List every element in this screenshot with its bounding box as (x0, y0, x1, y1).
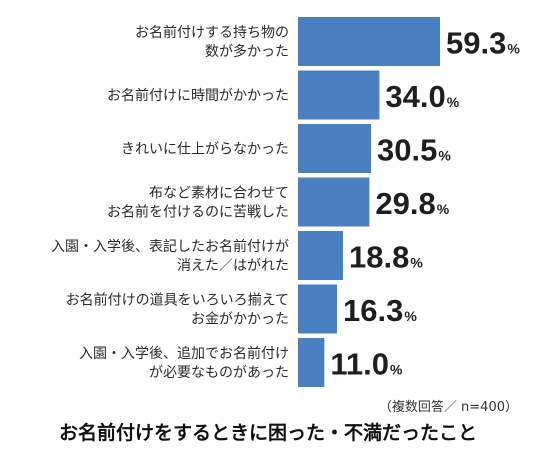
value-label: 29.8% (375, 186, 449, 221)
category-label: お名前付けする持ち物の数が多かった (135, 24, 289, 60)
bar (298, 177, 370, 227)
value-label: 30.5% (377, 133, 451, 168)
value-label: 11.0% (330, 347, 403, 382)
value-label: 34.0% (385, 79, 459, 114)
bar (298, 124, 372, 173)
category-label: 入園・入学後、追加でお名前付けが必要なものがあった (79, 345, 289, 381)
chart-title: お名前付けをするときに困った・不満だったこと (58, 422, 477, 444)
category-label: 布など素材に合わせてお名前を付けるのに苦戦した (107, 186, 289, 221)
value-label: 16.3% (343, 293, 417, 328)
category-label: きれいに仕上がらなかった (121, 142, 289, 158)
category-label: お名前付けの道具をいろいろ揃えてお金がかかった (66, 292, 289, 328)
bar (298, 17, 440, 66)
bar (298, 338, 325, 387)
bar (298, 70, 380, 120)
value-label: 18.8% (349, 240, 423, 275)
category-label: 入園・入学後、表記したお名前付けが消えた／はがれた (51, 238, 289, 274)
category-label: お名前付けに時間がかかった (107, 87, 289, 104)
bar (298, 284, 338, 334)
sample-note: （複数回答／ n=400） (378, 400, 518, 415)
value-label: 59.3% (446, 26, 520, 61)
bar (298, 231, 344, 280)
